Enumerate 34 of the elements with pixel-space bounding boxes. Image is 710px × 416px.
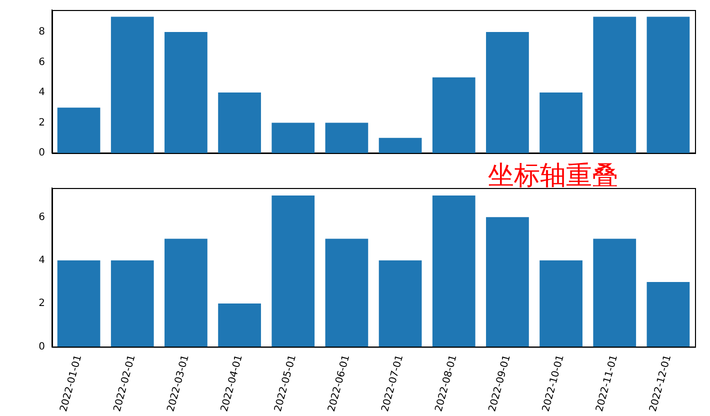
bar	[325, 122, 368, 153]
bar	[218, 92, 261, 153]
bar	[432, 77, 476, 153]
bar	[164, 32, 208, 153]
bar	[432, 196, 476, 347]
bar	[593, 16, 636, 153]
bar	[57, 260, 100, 347]
y-tick-label: 4	[38, 87, 45, 98]
bar	[272, 122, 315, 153]
y-tick-label: 2	[38, 298, 45, 310]
bar	[486, 32, 529, 153]
bar	[646, 282, 690, 347]
bar	[218, 304, 261, 347]
bar	[378, 138, 422, 153]
bar	[540, 260, 582, 347]
y-tick-label: 4	[38, 254, 45, 266]
y-tick-label: 6	[38, 212, 45, 223]
y-tick-label: 0	[38, 148, 45, 159]
bar	[110, 16, 154, 153]
annotation: 坐标轴重叠	[488, 160, 618, 193]
y-tick-label: 0	[38, 341, 45, 352]
bar	[486, 217, 529, 347]
bar	[540, 92, 582, 153]
bar	[57, 108, 100, 153]
bar	[164, 238, 208, 347]
bar	[110, 260, 154, 347]
bar	[325, 238, 368, 347]
bar	[593, 238, 636, 347]
bar	[646, 16, 690, 153]
y-tick-label: 2	[38, 117, 45, 128]
bar	[378, 260, 422, 347]
y-tick-label: 8	[38, 26, 45, 38]
y-tick-label: 6	[38, 56, 45, 68]
bar	[272, 196, 315, 347]
